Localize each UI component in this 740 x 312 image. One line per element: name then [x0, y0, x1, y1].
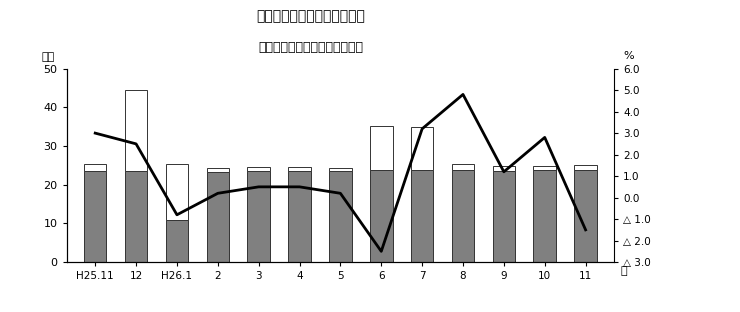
Text: 万円: 万円 — [41, 52, 55, 62]
現金給与総額対前年同月比（％） — [377, 250, 386, 253]
Line: 現金給与総額対前年同月比（％）: 現金給与総額対前年同月比（％） — [95, 95, 585, 251]
Bar — [125, 90, 147, 171]
Bar — [534, 170, 556, 262]
現金給与総額対前年同月比（％） — [132, 142, 141, 146]
Text: %: % — [624, 51, 634, 61]
Bar — [574, 165, 597, 170]
Text: 第１図　現金給与総額の推移: 第１図 現金給与総額の推移 — [256, 9, 366, 23]
Bar — [493, 171, 515, 262]
現金給与総額対前年同月比（％） — [540, 135, 549, 139]
Bar — [84, 164, 107, 171]
Bar — [125, 171, 147, 262]
Bar — [247, 171, 270, 262]
Bar — [493, 166, 515, 171]
Bar — [451, 170, 474, 262]
Bar — [329, 171, 352, 262]
Bar — [370, 125, 392, 170]
Bar — [534, 166, 556, 170]
現金給与総額対前年同月比（％） — [295, 185, 304, 189]
Bar — [370, 170, 392, 262]
現金給与総額対前年同月比（％） — [417, 127, 426, 131]
Bar — [206, 168, 229, 172]
Bar — [329, 168, 352, 171]
Text: 月: 月 — [620, 266, 627, 276]
Bar — [206, 172, 229, 262]
現金給与総額対前年同月比（％） — [459, 93, 468, 96]
Bar — [84, 171, 107, 262]
現金給与総額対前年同月比（％） — [172, 213, 181, 217]
Bar — [166, 164, 188, 220]
Bar — [166, 220, 188, 262]
Bar — [411, 170, 434, 262]
現金給与総額対前年同月比（％） — [91, 131, 100, 135]
Bar — [289, 171, 311, 262]
現金給与総額対前年同月比（％） — [500, 170, 508, 174]
Bar — [574, 170, 597, 262]
Text: （規模５人以上　調査産業計）: （規模５人以上 調査産業計） — [258, 41, 363, 54]
Bar — [289, 167, 311, 171]
現金給与総額対前年同月比（％） — [213, 192, 222, 195]
Bar — [451, 164, 474, 170]
現金給与総額対前年同月比（％） — [255, 185, 263, 189]
Bar — [411, 127, 434, 170]
現金給与総額対前年同月比（％） — [581, 228, 590, 232]
Bar — [247, 167, 270, 171]
現金給与総額対前年同月比（％） — [336, 192, 345, 195]
